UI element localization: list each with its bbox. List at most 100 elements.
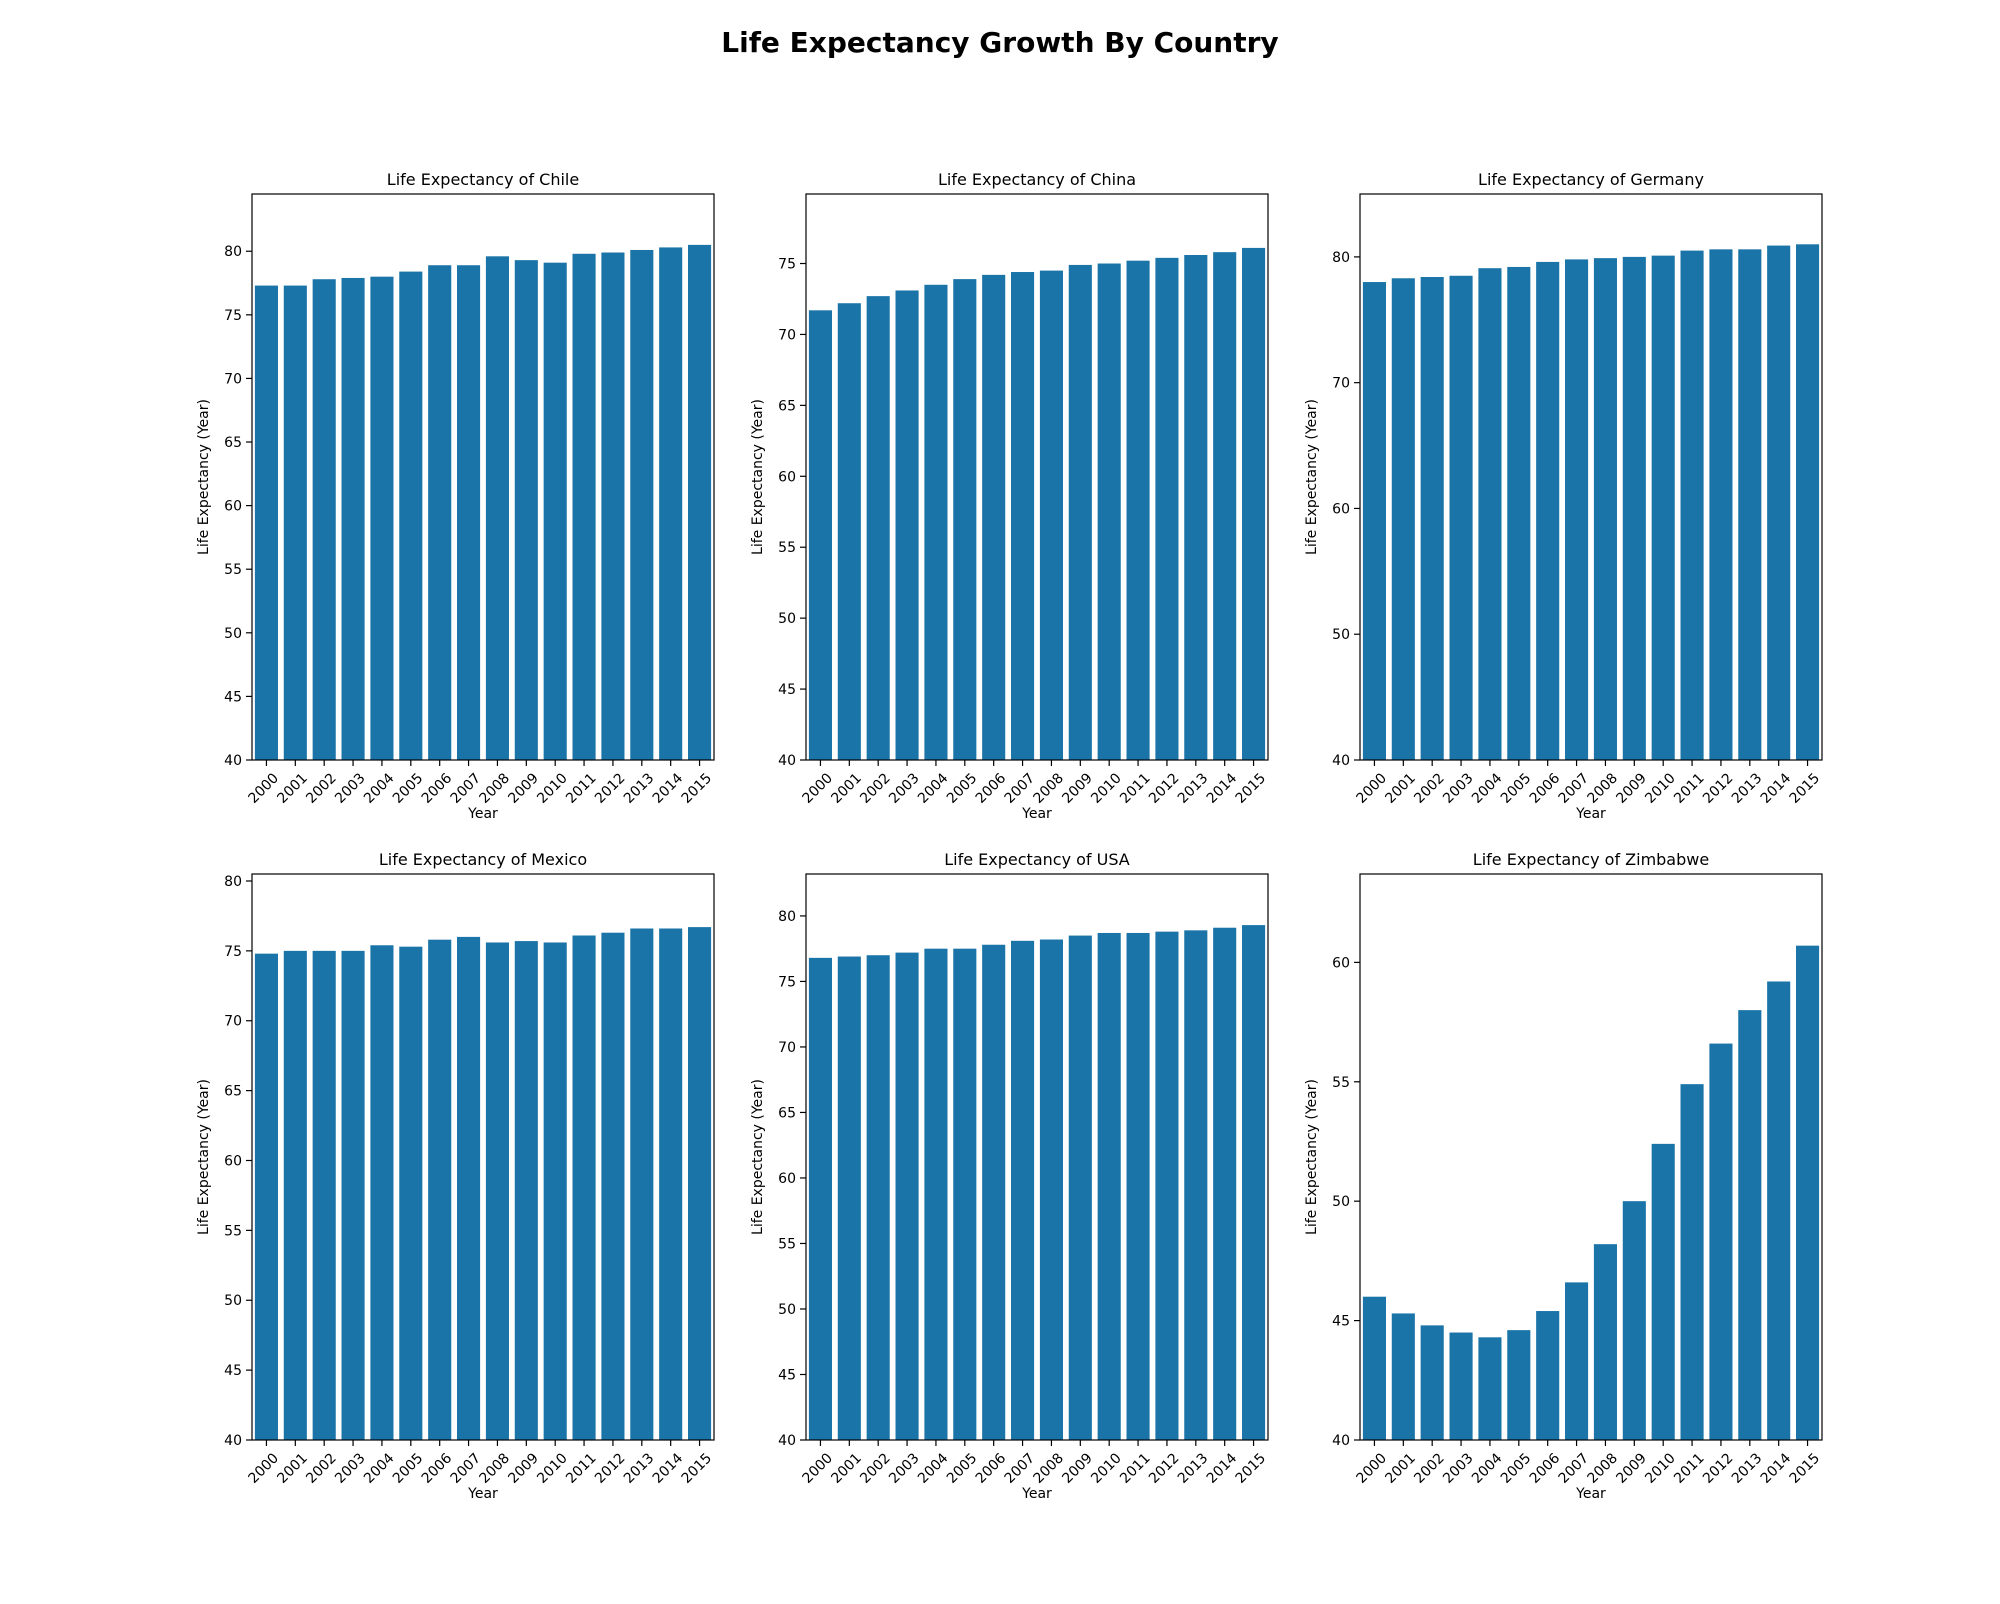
bar [428,265,452,760]
x-tick-label: 2009 [505,770,542,807]
bar [1213,252,1237,760]
x-tick-label: 2014 [1758,1450,1795,1487]
bar [572,253,596,760]
y-tick-label: 40 [1332,753,1350,769]
bar [514,260,538,760]
bar [1680,1084,1704,1440]
x-tick-label: 2004 [915,1450,952,1487]
x-tick-label: 2015 [679,1450,716,1487]
x-tick-label: 2014 [1758,770,1795,807]
bar [254,285,278,760]
bar [688,244,712,760]
bar [1478,1337,1502,1440]
x-tick-label: 2005 [944,770,981,807]
x-tick-label: 2010 [1088,770,1125,807]
x-axis-label: Year [1575,1486,1606,1502]
x-tick-label: 2008 [477,770,514,807]
x-tick-label: 2004 [361,770,398,807]
bar [428,939,452,1440]
y-tick-label: 50 [224,1293,242,1309]
x-tick-label: 2000 [800,1450,837,1487]
bar [1097,263,1121,760]
y-tick-label: 40 [778,753,796,769]
y-tick-label: 60 [224,1153,242,1169]
x-tick-label: 2011 [1671,770,1708,807]
subplot-4: 4045505560657075802000200120022003200420… [750,850,1269,1502]
bar [1680,250,1704,760]
y-axis-label: Life Expectancy (Year) [1304,1079,1320,1235]
x-tick-label: 2003 [1440,770,1477,807]
bar [1011,940,1035,1440]
bar [601,252,625,760]
x-tick-label: 2007 [448,770,485,807]
y-tick-label: 45 [224,1363,242,1379]
bar [543,262,567,760]
figure-title: Life Expectancy Growth By Country [721,26,1279,59]
bar [1362,1296,1386,1440]
bar [1391,1313,1415,1440]
x-tick-label: 2014 [1204,770,1241,807]
bar [1420,1325,1444,1440]
subplot-title: Life Expectancy of USA [944,850,1130,869]
bar [1622,1201,1646,1440]
x-tick-label: 2015 [1233,770,1270,807]
x-tick-label: 2012 [1700,1450,1737,1487]
y-tick-label: 80 [224,244,242,260]
y-tick-label: 70 [778,327,796,343]
y-axis-label: Life Expectancy (Year) [196,399,212,555]
bar [953,948,977,1440]
bar [808,310,832,760]
subplot-0: 4045505560657075802000200120022003200420… [196,170,715,822]
y-tick-label: 45 [224,689,242,705]
axes-frame [805,193,1269,761]
x-tick-label: 2003 [1440,1450,1477,1487]
x-tick-label: 2007 [448,1450,485,1487]
x-tick-label: 2001 [274,770,311,807]
bar [659,928,683,1440]
x-tick-label: 2012 [592,770,629,807]
bar [485,256,509,760]
bar [1507,1330,1531,1440]
bar [1565,1282,1589,1440]
x-tick-label: 2006 [1527,1450,1564,1487]
bar [601,932,625,1440]
y-tick-label: 70 [224,371,242,387]
bar [1126,260,1150,760]
bar [485,942,509,1440]
bar [866,955,890,1440]
x-axis-label: Year [467,806,498,822]
bar [543,942,567,1440]
bar [982,944,1006,1440]
bar [630,249,654,760]
y-tick-label: 55 [1332,1075,1350,1091]
x-tick-label: 2013 [621,1450,658,1487]
y-tick-label: 55 [224,562,242,578]
bar [1068,264,1092,760]
bar [953,279,977,760]
x-tick-label: 2000 [1354,770,1391,807]
axes-frame [251,193,715,761]
y-tick-label: 40 [224,1433,242,1449]
x-tick-label: 2006 [419,1450,456,1487]
x-tick-label: 2015 [1787,770,1824,807]
bar [341,950,365,1440]
x-tick-label: 2001 [828,1450,865,1487]
bar [341,277,365,760]
bar [837,956,861,1440]
x-tick-label: 2012 [592,1450,629,1487]
x-tick-label: 2009 [1613,770,1650,807]
x-tick-label: 2002 [303,770,340,807]
x-tick-label: 2013 [1175,770,1212,807]
y-tick-label: 75 [778,257,796,273]
y-tick-label: 45 [778,682,796,698]
bar [924,948,948,1440]
y-axis-label: Life Expectancy (Year) [1304,399,1320,555]
x-tick-label: 2011 [563,770,600,807]
bar [312,279,336,760]
x-tick-label: 2000 [1354,1450,1391,1487]
bar [312,950,336,1440]
bar [866,296,890,760]
y-tick-label: 60 [224,499,242,515]
x-tick-label: 2002 [857,1450,894,1487]
